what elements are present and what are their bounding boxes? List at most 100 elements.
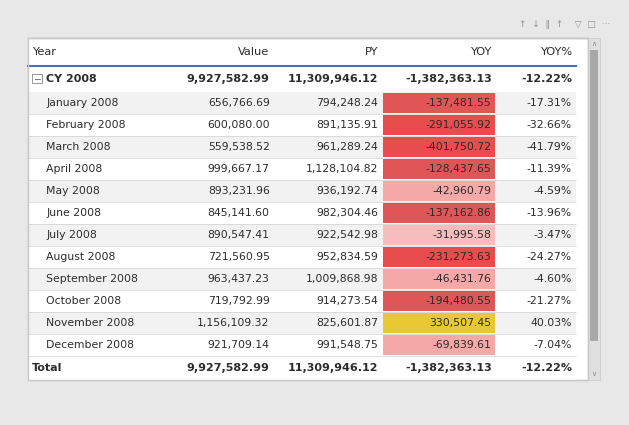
- Text: 922,542.98: 922,542.98: [316, 230, 378, 240]
- Bar: [28, 180, 576, 202]
- Text: -69,839.61: -69,839.61: [433, 340, 492, 350]
- Bar: [383, 269, 494, 289]
- Bar: [383, 247, 494, 267]
- Text: December 2008: December 2008: [46, 340, 134, 350]
- Text: Value: Value: [238, 47, 270, 57]
- Text: August 2008: August 2008: [46, 252, 115, 262]
- Text: -137,162.86: -137,162.86: [426, 208, 492, 218]
- Bar: [28, 114, 576, 136]
- Text: -12.22%: -12.22%: [521, 363, 572, 373]
- Text: -17.31%: -17.31%: [527, 98, 572, 108]
- Text: YOY: YOY: [470, 47, 492, 57]
- Text: 825,601.87: 825,601.87: [316, 318, 378, 328]
- Text: 936,192.74: 936,192.74: [316, 186, 378, 196]
- Text: 11,309,946.12: 11,309,946.12: [288, 363, 378, 373]
- Text: March 2008: March 2008: [46, 142, 111, 152]
- Bar: [28, 66, 576, 92]
- Text: ↑  ↓  ‖  ↑    ▽  □  ···: ↑ ↓ ‖ ↑ ▽ □ ···: [519, 20, 610, 29]
- Text: 721,560.95: 721,560.95: [208, 252, 270, 262]
- Bar: [28, 246, 576, 268]
- Text: 9,927,582.99: 9,927,582.99: [187, 74, 270, 84]
- Text: Year: Year: [32, 47, 56, 57]
- Text: -3.47%: -3.47%: [534, 230, 572, 240]
- Text: 963,437.23: 963,437.23: [208, 274, 270, 284]
- Bar: [28, 92, 576, 114]
- Text: 600,080.00: 600,080.00: [207, 120, 270, 130]
- Bar: [383, 291, 494, 311]
- Text: -231,273.63: -231,273.63: [426, 252, 492, 262]
- Bar: [28, 38, 588, 380]
- Text: May 2008: May 2008: [46, 186, 100, 196]
- Text: -41.79%: -41.79%: [527, 142, 572, 152]
- Text: 890,547.41: 890,547.41: [208, 230, 270, 240]
- Text: 891,135.91: 891,135.91: [316, 120, 378, 130]
- Text: -21.27%: -21.27%: [527, 296, 572, 306]
- Bar: [383, 335, 494, 355]
- Text: -32.66%: -32.66%: [527, 120, 572, 130]
- Bar: [28, 268, 576, 290]
- Text: July 2008: July 2008: [46, 230, 97, 240]
- Text: June 2008: June 2008: [46, 208, 101, 218]
- Bar: [28, 38, 576, 66]
- Bar: [590, 50, 598, 341]
- Text: -7.04%: -7.04%: [533, 340, 572, 350]
- Text: 330,507.45: 330,507.45: [430, 318, 492, 328]
- Text: -137,481.55: -137,481.55: [426, 98, 492, 108]
- Text: 982,304.46: 982,304.46: [316, 208, 378, 218]
- Text: -42,960.79: -42,960.79: [433, 186, 492, 196]
- Bar: [28, 158, 576, 180]
- Text: -46,431.76: -46,431.76: [433, 274, 492, 284]
- Text: February 2008: February 2008: [46, 120, 126, 130]
- Text: 952,834.59: 952,834.59: [316, 252, 378, 262]
- Bar: [28, 290, 576, 312]
- Bar: [32, 74, 42, 83]
- Text: 9,927,582.99: 9,927,582.99: [187, 363, 270, 373]
- Bar: [383, 159, 494, 179]
- Text: 656,766.69: 656,766.69: [208, 98, 270, 108]
- Text: ∨: ∨: [591, 371, 596, 377]
- Text: 1,128,104.82: 1,128,104.82: [306, 164, 378, 174]
- Bar: [383, 93, 494, 113]
- Text: -128,437.65: -128,437.65: [426, 164, 492, 174]
- Text: -11.39%: -11.39%: [527, 164, 572, 174]
- Text: November 2008: November 2008: [46, 318, 134, 328]
- Text: -1,382,363.13: -1,382,363.13: [405, 74, 492, 84]
- Bar: [28, 202, 576, 224]
- Text: -13.96%: -13.96%: [527, 208, 572, 218]
- Text: 921,709.14: 921,709.14: [208, 340, 270, 350]
- Bar: [383, 137, 494, 157]
- Bar: [28, 224, 576, 246]
- Text: 845,141.60: 845,141.60: [208, 208, 270, 218]
- Text: ∧: ∧: [591, 41, 596, 47]
- Text: 559,538.52: 559,538.52: [208, 142, 270, 152]
- Text: -4.60%: -4.60%: [533, 274, 572, 284]
- Text: -1,382,363.13: -1,382,363.13: [405, 363, 492, 373]
- Text: 1,009,868.98: 1,009,868.98: [306, 274, 378, 284]
- Text: September 2008: September 2008: [46, 274, 138, 284]
- Text: October 2008: October 2008: [46, 296, 121, 306]
- Bar: [383, 313, 494, 333]
- Bar: [28, 356, 576, 380]
- Text: −: −: [33, 74, 41, 83]
- Text: 991,548.75: 991,548.75: [316, 340, 378, 350]
- Bar: [383, 115, 494, 135]
- Text: -24.27%: -24.27%: [527, 252, 572, 262]
- Text: -12.22%: -12.22%: [521, 74, 572, 84]
- Text: -401,750.72: -401,750.72: [426, 142, 492, 152]
- Text: -194,480.55: -194,480.55: [426, 296, 492, 306]
- Text: -31,995.58: -31,995.58: [433, 230, 492, 240]
- Text: 893,231.96: 893,231.96: [208, 186, 270, 196]
- Text: Total: Total: [32, 363, 62, 373]
- Bar: [588, 38, 600, 380]
- Text: -4.59%: -4.59%: [534, 186, 572, 196]
- Bar: [28, 38, 588, 380]
- Text: January 2008: January 2008: [46, 98, 118, 108]
- Bar: [383, 181, 494, 201]
- Text: 719,792.99: 719,792.99: [208, 296, 270, 306]
- Text: 11,309,946.12: 11,309,946.12: [288, 74, 378, 84]
- Bar: [28, 334, 576, 356]
- Text: PY: PY: [365, 47, 378, 57]
- Text: 40.03%: 40.03%: [530, 318, 572, 328]
- Bar: [383, 203, 494, 223]
- Text: 794,248.24: 794,248.24: [316, 98, 378, 108]
